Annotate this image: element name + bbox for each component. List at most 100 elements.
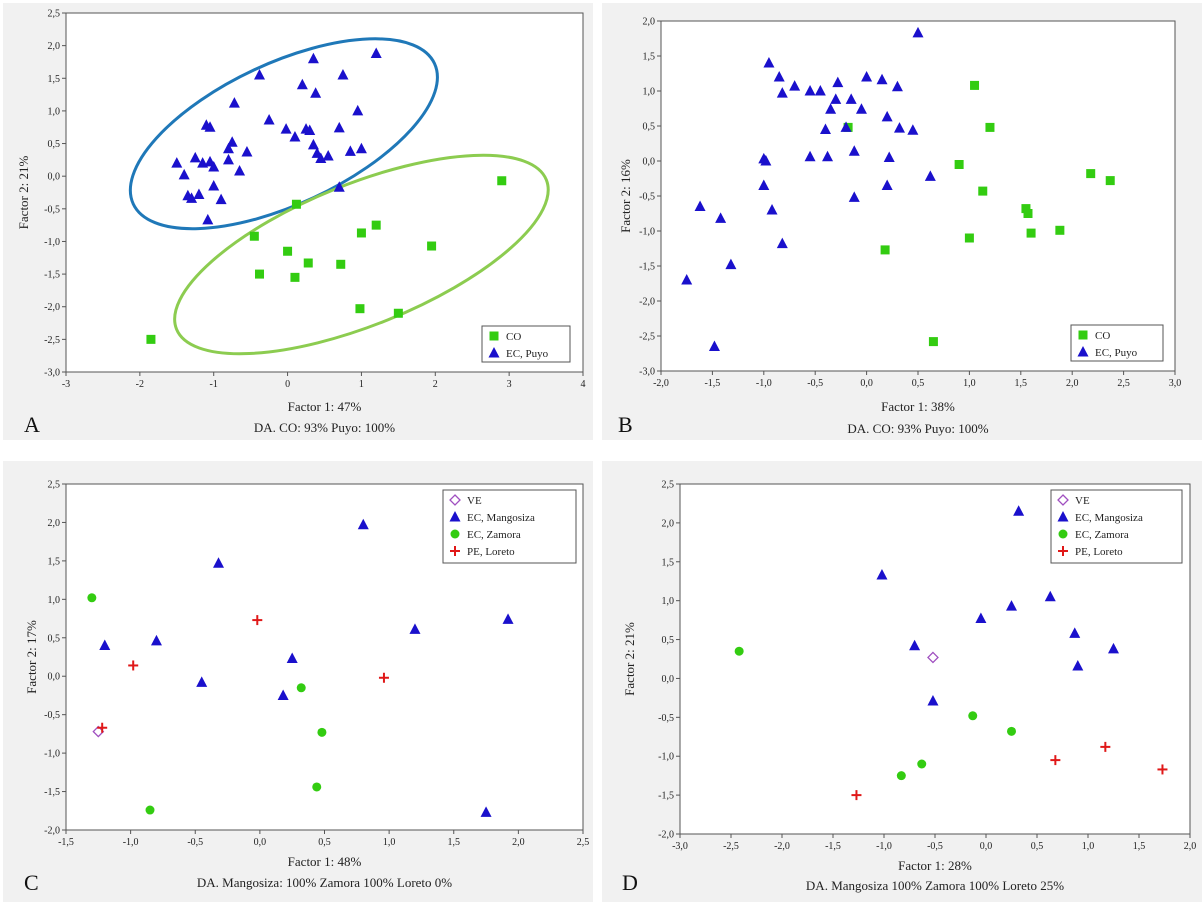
data-point [804, 85, 816, 96]
x-tick-label: -2,0 [774, 841, 790, 852]
panel-letter: C [24, 870, 39, 895]
y-tick-label: -0,5 [658, 713, 674, 724]
data-point [296, 683, 306, 693]
legend-label: EC, Mangosiza [1075, 512, 1143, 524]
legend-marker [450, 546, 460, 556]
data-point [855, 103, 867, 114]
y-tick-label: 1,5 [48, 74, 61, 85]
legend-label: EC, Zamora [1075, 529, 1129, 541]
legend-label: CO [506, 331, 521, 343]
data-point [1006, 600, 1017, 611]
y-tick-label: 1,5 [48, 556, 61, 567]
data-point [851, 790, 862, 801]
data-point [970, 80, 980, 90]
data-point [145, 805, 155, 815]
confidence-ellipse [173, 153, 550, 356]
data-point [352, 104, 364, 116]
x-tick-label: 0 [285, 379, 290, 390]
data-point [289, 131, 301, 142]
data-point [1050, 755, 1061, 766]
data-point [146, 334, 156, 344]
y-tick-label: 1,0 [662, 596, 675, 607]
y-tick-label: -1,5 [44, 270, 60, 281]
data-point [1021, 204, 1031, 214]
panel-letter: A [24, 412, 40, 437]
y-tick-label: 2,5 [48, 9, 61, 20]
x-tick-label: 0,5 [1031, 841, 1044, 852]
x-axis-label: Factor 1: 38% [881, 399, 955, 414]
data-point [763, 57, 775, 68]
data-point [249, 231, 259, 241]
data-point [312, 782, 322, 792]
y-tick-label: -1,5 [658, 791, 674, 802]
legend-marker [1078, 330, 1088, 340]
data-point [213, 557, 225, 568]
series-ec-mangosiza [99, 518, 514, 817]
y-axis-label: Factor 2: 21% [622, 622, 637, 696]
x-tick-label: 2,0 [1184, 841, 1197, 852]
data-point [760, 155, 772, 166]
data-point [393, 308, 403, 318]
y-tick-label: -3,0 [639, 367, 655, 378]
legend: VE EC, Mangosiza EC, Zamora PE, Loreto [442, 489, 577, 564]
data-point [150, 634, 162, 646]
y-tick-label: 1,0 [48, 106, 61, 117]
data-point [927, 695, 939, 706]
x-tick-label: -2,0 [653, 378, 669, 389]
data-point [1023, 209, 1033, 218]
x-tick-label: -1,5 [825, 841, 841, 852]
data-point [241, 146, 253, 157]
y-tick-label: 0,5 [48, 139, 61, 150]
y-tick-label: -1,0 [639, 227, 655, 238]
x-axis-label: Factor 1: 28% [898, 858, 972, 873]
data-point [283, 246, 293, 256]
y-tick-label: -2,0 [44, 302, 60, 313]
series-ec-puyo [171, 47, 382, 225]
data-point [171, 157, 183, 168]
x-tick-label: -0,5 [807, 378, 823, 389]
legend-label: PE, Loreto [1075, 546, 1123, 558]
data-point [848, 191, 860, 202]
x-tick-label: 3,0 [1169, 378, 1182, 389]
y-tick-label: 2,5 [48, 480, 61, 491]
data-point [337, 69, 349, 80]
data-point [336, 259, 346, 269]
data-point [708, 340, 720, 351]
y-axis-label: Factor 2: 16% [618, 159, 633, 233]
y-tick-label: 1,0 [48, 595, 61, 606]
y-tick-label: 0,0 [48, 672, 61, 683]
x-tick-label: 2,0 [1066, 378, 1079, 389]
data-point [715, 212, 727, 223]
chart-panel-a: -3 -2 -1 0 1 2 3 4 -3,0 -2,5 -2,0 -1,5 -1,0 -0,5 0,0 0,… [3, 3, 593, 440]
data-point [978, 186, 988, 196]
legend-label: VE [1075, 495, 1090, 507]
x-tick-label: -0,5 [187, 837, 203, 848]
data-point [303, 258, 313, 268]
data-point [427, 241, 437, 251]
chart-panel-d: -3,0 -2,5 -2,0 -1,5 -1,0 -0,5 0,0 0,5 1,0 1,5 2,0 -… [602, 461, 1202, 902]
data-point [378, 672, 389, 683]
y-tick-label: 0,0 [643, 157, 656, 168]
data-point [975, 612, 987, 624]
y-tick-label: 2,0 [48, 518, 61, 529]
data-point [1072, 660, 1084, 671]
data-point [204, 121, 216, 132]
x-tick-label: 1,0 [963, 378, 976, 389]
x-tick-label: -3 [62, 379, 70, 390]
data-point [789, 80, 801, 91]
x-tick-label: -1,5 [58, 837, 74, 848]
data-point [307, 138, 319, 150]
data-point [804, 150, 816, 162]
data-point [825, 103, 837, 114]
x-tick-label: 1,5 [448, 837, 461, 848]
data-point [277, 689, 289, 700]
data-point [97, 722, 108, 733]
data-point [891, 80, 903, 92]
y-tick-label: -2,0 [639, 297, 655, 308]
legend-marker [1058, 546, 1068, 556]
y-tick-label: -1,5 [44, 787, 60, 798]
data-point [1157, 764, 1168, 775]
legend: CO EC, Puyo [1070, 324, 1164, 362]
x-tick-label: -1 [210, 379, 218, 390]
data-point [1100, 741, 1111, 752]
